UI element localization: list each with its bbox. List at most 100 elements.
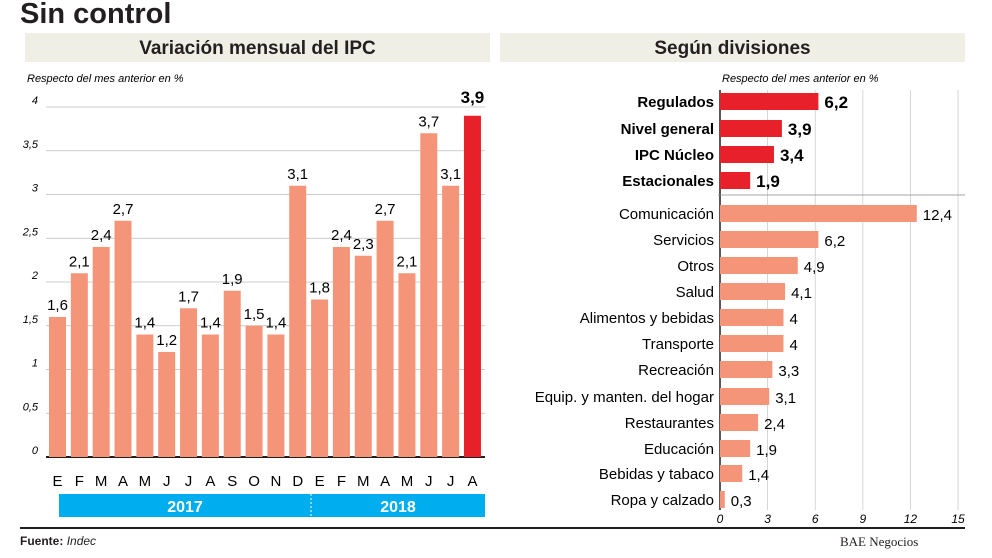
category-label: Otros bbox=[677, 258, 714, 275]
x-tick-label: A bbox=[467, 473, 477, 490]
bar-value-label: 3,7 bbox=[418, 113, 439, 130]
x-tick-label: J bbox=[447, 473, 455, 490]
bar-15 bbox=[376, 220, 394, 457]
bar-16 bbox=[398, 273, 416, 457]
division-bar-11 bbox=[720, 491, 725, 508]
source-value: Indec bbox=[66, 534, 97, 548]
year-band bbox=[59, 494, 485, 517]
x-tick-label: N bbox=[270, 473, 281, 490]
bar-value-label: 1,9 bbox=[756, 442, 777, 459]
x-tick-label: 9 bbox=[859, 512, 866, 526]
x-tick-label: 3 bbox=[764, 512, 771, 526]
bar-value-label: 2,4 bbox=[764, 416, 785, 433]
division-bar-3 bbox=[720, 283, 786, 300]
x-tick-label: M bbox=[139, 473, 152, 490]
division-bar-2 bbox=[720, 257, 798, 274]
bar-value-label: 1,4 bbox=[748, 467, 769, 484]
bar-13 bbox=[332, 247, 350, 457]
category-label: Comunicación bbox=[619, 206, 714, 223]
bar-12 bbox=[311, 299, 329, 457]
x-tick-label: 15 bbox=[951, 512, 965, 526]
bar-14 bbox=[354, 255, 372, 457]
bar-2 bbox=[92, 247, 110, 457]
bar-3 bbox=[114, 220, 132, 457]
bar-value-label: 1,4 bbox=[200, 315, 221, 332]
brand: BAE Negocios bbox=[840, 534, 919, 549]
x-tick-label: 12 bbox=[904, 512, 918, 526]
x-tick-label: A bbox=[118, 473, 128, 490]
category-label: Educación bbox=[644, 441, 714, 458]
category-label: Ropa y calzado bbox=[611, 492, 714, 509]
bar-value-label: 1,4 bbox=[134, 315, 155, 332]
bar-value-label: 6,2 bbox=[824, 233, 845, 250]
x-tick-label: 6 bbox=[812, 512, 819, 526]
highlight-bar-3 bbox=[720, 172, 751, 189]
division-bar-4 bbox=[720, 309, 784, 326]
left-chart-title: Variación mensual del IPC bbox=[25, 33, 490, 62]
bar-value-label: 1,9 bbox=[756, 172, 780, 191]
y-tick-label: 1 bbox=[32, 358, 38, 370]
category-label: Restaurantes bbox=[625, 415, 714, 432]
year-label: 2018 bbox=[380, 499, 416, 516]
division-bar-7 bbox=[720, 388, 770, 405]
category-label: Salud bbox=[676, 284, 714, 301]
bar-6 bbox=[180, 308, 198, 457]
year-label: 2017 bbox=[167, 499, 203, 516]
x-tick-label: J bbox=[185, 473, 193, 490]
x-tick-label: D bbox=[292, 473, 303, 490]
y-tick-label: 2 bbox=[31, 270, 38, 282]
y-tick-label: 0 bbox=[32, 445, 39, 457]
highlight-bar-2 bbox=[720, 146, 774, 163]
bar-7 bbox=[201, 334, 219, 457]
bar-11 bbox=[289, 185, 307, 457]
category-label: Alimentos y bebidas bbox=[580, 310, 714, 327]
x-tick-label: S bbox=[227, 473, 237, 490]
bar-value-label: 4 bbox=[789, 311, 797, 328]
category-label: Recreación bbox=[638, 362, 714, 379]
bar-5 bbox=[158, 352, 176, 457]
x-tick-label: F bbox=[337, 473, 346, 490]
bar-value-label: 1,5 bbox=[244, 306, 265, 323]
footer-source: Fuente: Indec bbox=[20, 534, 96, 548]
x-tick-label: 0 bbox=[717, 512, 724, 526]
x-tick-label: A bbox=[205, 473, 215, 490]
bar-value-label: 3,4 bbox=[780, 146, 804, 165]
bar-value-label: 2,7 bbox=[375, 201, 396, 218]
y-tick-label: 2,5 bbox=[22, 226, 39, 238]
category-label: Bebidas y tabaco bbox=[599, 466, 714, 483]
source-label: Fuente: bbox=[20, 534, 64, 548]
division-bar-8 bbox=[720, 414, 759, 431]
page-title: Sin control bbox=[20, 0, 172, 30]
x-tick-label: F bbox=[75, 473, 84, 490]
bar-value-label: 3,1 bbox=[440, 166, 461, 183]
bar-value-label: 4,9 bbox=[804, 259, 825, 276]
bar-value-label: 2,4 bbox=[331, 227, 352, 244]
y-tick-label: 3 bbox=[32, 183, 39, 195]
division-bar-6 bbox=[720, 361, 773, 378]
bar-18 bbox=[442, 185, 460, 457]
category-label: Nivel general bbox=[621, 121, 714, 138]
x-tick-label: J bbox=[425, 473, 433, 490]
bar-value-label: 6,2 bbox=[824, 93, 848, 112]
x-tick-label: M bbox=[95, 473, 108, 490]
x-tick-label: O bbox=[248, 473, 260, 490]
category-label: Equip. y manten. del hogar bbox=[535, 389, 714, 406]
y-tick-label: 4 bbox=[32, 95, 38, 107]
bar-value-label: 3,9 bbox=[788, 120, 812, 139]
bar-value-label: 3,3 bbox=[778, 363, 799, 380]
bar-17 bbox=[420, 133, 438, 457]
y-tick-label: 0,5 bbox=[23, 401, 39, 413]
division-bar-10 bbox=[720, 465, 743, 482]
category-label: Estacionales bbox=[622, 173, 714, 190]
bar-value-label: 1,4 bbox=[265, 315, 286, 332]
bar-10 bbox=[267, 334, 285, 457]
bar-value-label: 1,8 bbox=[309, 280, 330, 297]
bar-8 bbox=[223, 290, 241, 457]
category-label: Transporte bbox=[642, 336, 714, 353]
bar-value-label: 1,7 bbox=[178, 288, 199, 305]
bar-9 bbox=[245, 325, 263, 457]
bar-19 bbox=[463, 115, 481, 457]
bar-value-label: 4 bbox=[789, 337, 797, 354]
right-chart-title: Según divisiones bbox=[500, 33, 965, 62]
division-bar-1 bbox=[720, 231, 819, 248]
